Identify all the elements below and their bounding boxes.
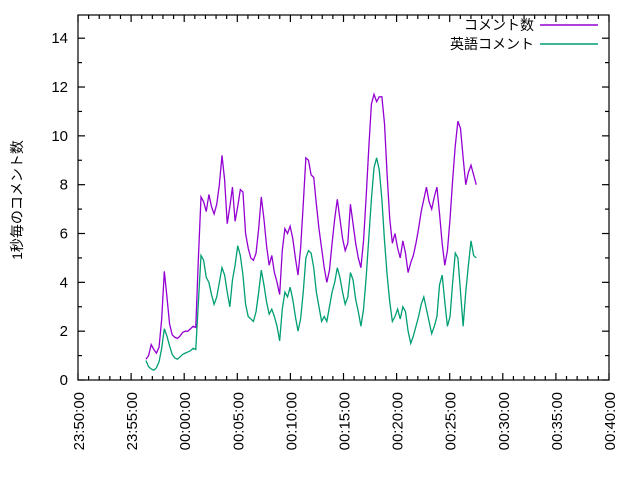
x-tick-label: 00:00:00 bbox=[177, 392, 194, 450]
x-tick-label: 00:05:00 bbox=[230, 392, 247, 450]
y-tick-label: 4 bbox=[60, 274, 68, 291]
x-tick-label: 00:20:00 bbox=[390, 392, 407, 450]
x-tick-label: 23:50:00 bbox=[71, 392, 88, 450]
y-tick-label: 8 bbox=[60, 177, 68, 194]
y-axis-ticks bbox=[78, 37, 609, 381]
data-series-group bbox=[145, 92, 477, 372]
y-tick-label: 2 bbox=[60, 323, 68, 340]
x-tick-label: 23:55:00 bbox=[124, 392, 141, 450]
series-line-comments bbox=[145, 92, 477, 360]
y-tick-label: 14 bbox=[51, 30, 68, 47]
y-tick-label: 10 bbox=[51, 128, 68, 145]
y-axis-tick-labels: 0 2 4 6 8 10 12 14 bbox=[51, 30, 68, 389]
x-tick-label: 00:40:00 bbox=[602, 392, 619, 450]
legend-label-english-comments: 英語コメント bbox=[450, 36, 534, 52]
x-tick-label: 00:35:00 bbox=[549, 392, 566, 450]
x-axis-tick-labels: 23:50:00 23:55:00 00:00:00 00:05:00 00:10:00… bbox=[71, 392, 619, 450]
plot-frame bbox=[77, 14, 610, 381]
y-tick-label: 12 bbox=[51, 79, 68, 96]
series-line-english-comments bbox=[145, 157, 477, 372]
x-tick-label: 00:10:00 bbox=[283, 392, 300, 450]
legend-label-comments: コメント数 bbox=[464, 17, 534, 33]
y-tick-label: 0 bbox=[60, 372, 68, 389]
x-tick-label: 00:30:00 bbox=[496, 392, 513, 450]
y-tick-label: 6 bbox=[60, 226, 68, 243]
x-axis-ticks bbox=[77, 15, 610, 380]
y-axis-label: 1秒毎のコメント数 bbox=[9, 140, 25, 260]
x-tick-label: 00:25:00 bbox=[443, 392, 460, 450]
x-tick-label: 00:15:00 bbox=[337, 392, 354, 450]
